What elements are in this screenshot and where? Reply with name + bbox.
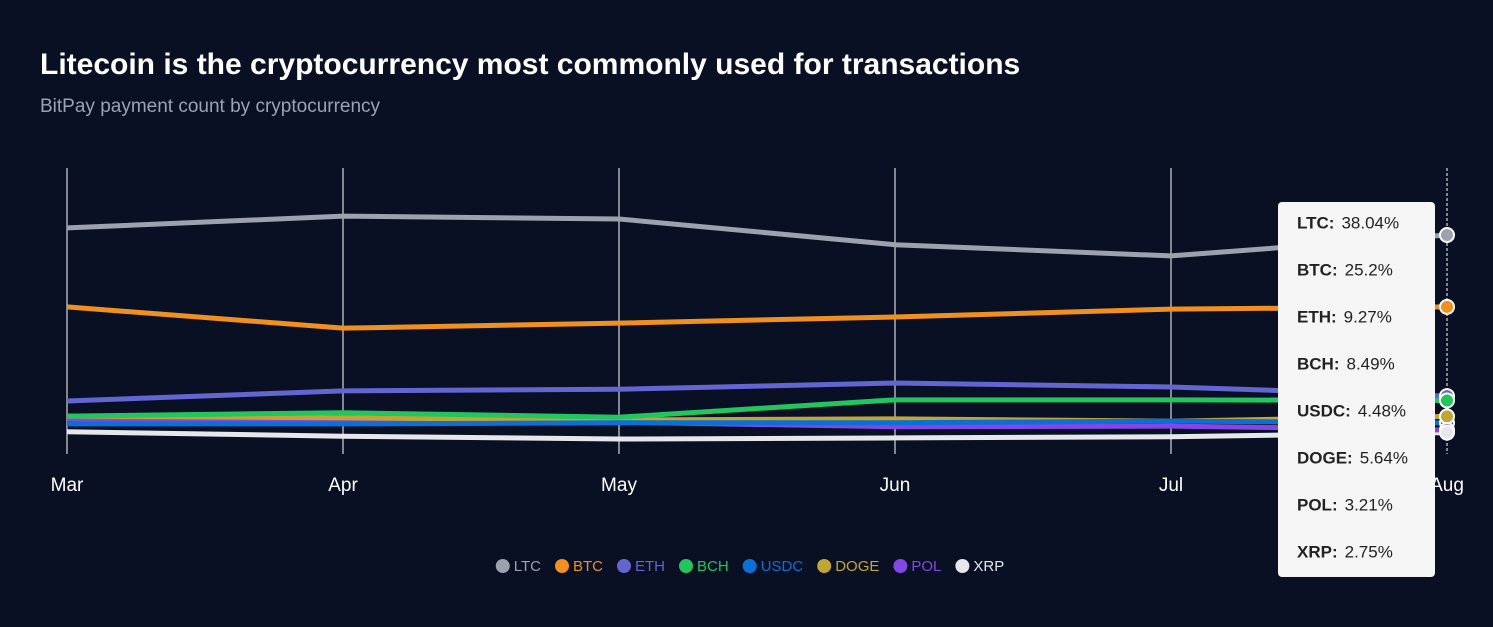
tooltip-label: POL: <box>1297 495 1338 514</box>
legend-label: POL <box>911 558 941 575</box>
tooltip-label: ETH: <box>1297 307 1337 326</box>
line <box>66 397 1448 420</box>
legend-marker <box>742 559 757 573</box>
tooltip-value: 2.75% <box>1345 542 1393 561</box>
line <box>66 213 1448 259</box>
tooltip-value: 3.21% <box>1345 495 1393 514</box>
tooltip-value: 4.48% <box>1358 401 1406 420</box>
tooltip-value: 8.49% <box>1347 354 1395 373</box>
tooltip: LTC: 38.04% BTC: 25.2% ETH: 9.27% BCH: 8.49% USD… <box>1278 202 1435 577</box>
legend-marker <box>679 559 693 573</box>
chart-title: Litecoin is the cryptocurrency most comm… <box>40 48 1020 81</box>
tooltip-label: XRP: <box>1297 542 1338 561</box>
x-tick-label: Aug <box>1430 475 1464 496</box>
legend-label: BTC <box>573 558 603 575</box>
legend-label: DOGE <box>835 558 879 575</box>
hover-marker <box>1439 298 1455 315</box>
line <box>67 418 1448 427</box>
tooltip-value: 25.2% <box>1345 260 1393 279</box>
hover-marker <box>1439 392 1455 409</box>
hover-marker <box>1439 424 1455 441</box>
x-tick-label: Apr <box>328 475 358 496</box>
tooltip-label: BCH: <box>1297 354 1340 373</box>
legend-label: ETH <box>635 558 665 575</box>
tooltip-value: 5.64% <box>1360 448 1408 467</box>
tooltip-label: BTC: <box>1297 260 1338 279</box>
tooltip-label: USDC: <box>1297 401 1351 420</box>
x-tick-label: Jun <box>880 475 911 496</box>
line <box>66 380 1448 404</box>
tooltip-box <box>1278 202 1435 577</box>
legend-marker <box>955 559 970 573</box>
x-tick-label: May <box>601 475 637 496</box>
x-tick-label: Mar <box>51 475 84 496</box>
hover-marker <box>1439 408 1455 425</box>
legend-marker <box>817 559 832 573</box>
legend-label: LTC <box>514 558 541 575</box>
legend: LTC BTC ETH BCH USDC DOGE POL XRP <box>495 558 1004 575</box>
tooltip-label: LTC: <box>1297 213 1334 232</box>
tooltip-label: DOGE: <box>1297 448 1353 467</box>
legend-label: USDC <box>761 558 804 575</box>
line <box>66 429 1448 442</box>
legend-marker <box>555 559 569 573</box>
tooltip-value: 9.27% <box>1344 307 1392 326</box>
legend-label: XRP <box>973 558 1004 575</box>
line <box>66 304 1448 331</box>
legend-marker <box>617 559 631 573</box>
chart-subtitle: BitPay payment count by cryptocurrency <box>40 96 381 117</box>
legend-marker <box>495 559 510 573</box>
x-tick-label: Jul <box>1159 475 1183 496</box>
legend-marker <box>893 559 908 573</box>
legend-label: BCH <box>697 558 729 575</box>
hover-marker <box>1439 226 1455 243</box>
tooltip-value: 38.04% <box>1341 213 1399 232</box>
